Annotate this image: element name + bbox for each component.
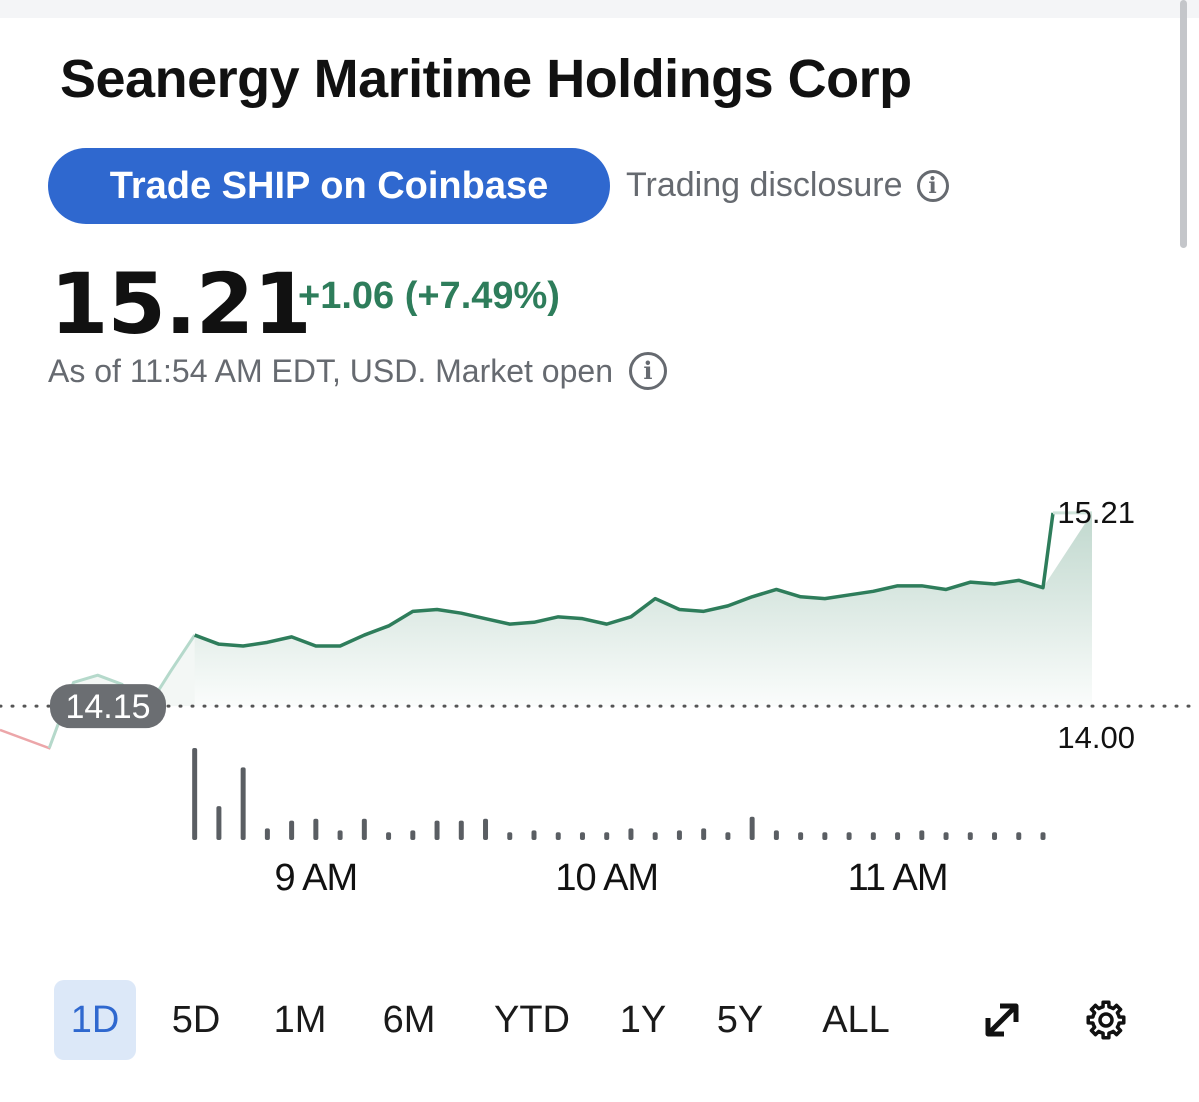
volume-bar bbox=[361, 818, 367, 840]
page-title: Seanergy Maritime Holdings Corp bbox=[60, 49, 912, 109]
volume-bar bbox=[555, 832, 561, 840]
market-status: As of 11:54 AM EDT, USD. Market open i bbox=[48, 352, 667, 390]
previous-close-label: 14.15 bbox=[65, 688, 150, 726]
gear-outline bbox=[1086, 1000, 1126, 1040]
volume-bar bbox=[289, 820, 295, 840]
volume-bar bbox=[992, 832, 998, 840]
info-icon[interactable]: i bbox=[628, 352, 667, 390]
volume-bar bbox=[604, 832, 610, 840]
volume-bar bbox=[337, 830, 343, 840]
volume-bar bbox=[870, 832, 876, 840]
volume-bar bbox=[652, 832, 658, 840]
price-change: +1.06 (+7.49%) bbox=[298, 275, 560, 317]
volume-bar bbox=[895, 832, 901, 840]
expand-icon[interactable] bbox=[980, 998, 1024, 1042]
volume-bar bbox=[943, 832, 949, 840]
volume-bar bbox=[264, 828, 270, 840]
range-ytd-button[interactable]: YTD bbox=[484, 980, 580, 1060]
volume-bar bbox=[1040, 832, 1046, 840]
range-1d-button[interactable]: 1D bbox=[54, 980, 136, 1060]
volume-bar bbox=[216, 806, 222, 840]
volume-bar bbox=[919, 830, 925, 840]
as-of-text: As of 11:54 AM EDT, USD. Market open bbox=[48, 352, 613, 389]
range-all-button[interactable]: ALL bbox=[806, 980, 906, 1060]
volume-bar bbox=[773, 830, 779, 840]
volume-bar bbox=[313, 818, 319, 840]
time-range-selector: 1D 5D 1M 6M YTD 1Y 5Y ALL bbox=[0, 980, 1199, 1060]
volume-bar bbox=[483, 818, 489, 840]
volume-bar bbox=[410, 830, 416, 840]
volume-bar bbox=[458, 820, 464, 840]
trading-disclosure-label: Trading disclosure bbox=[626, 166, 903, 204]
volume-bar bbox=[386, 832, 392, 840]
volume-bar bbox=[822, 832, 828, 840]
gear-icon[interactable] bbox=[1084, 998, 1128, 1042]
volume-bar bbox=[531, 830, 537, 840]
x-tick-label: 10 AM bbox=[555, 857, 658, 899]
range-5y-button[interactable]: 5Y bbox=[702, 980, 778, 1060]
volume-bar bbox=[676, 830, 682, 840]
range-6m-button[interactable]: 6M bbox=[368, 980, 450, 1060]
x-tick-label: 9 AM bbox=[275, 857, 358, 899]
volume-bar bbox=[192, 748, 198, 840]
volume-bar bbox=[628, 828, 634, 840]
volume-bar bbox=[967, 832, 973, 840]
volume-bar bbox=[240, 767, 246, 840]
volume-bar bbox=[1016, 832, 1022, 840]
range-1m-button[interactable]: 1M bbox=[262, 980, 338, 1060]
y-tick-label: 14.00 bbox=[1057, 720, 1135, 755]
volume-bar bbox=[749, 816, 755, 840]
info-icon[interactable]: i bbox=[916, 169, 949, 202]
previous-close-badge bbox=[50, 684, 166, 729]
last-price-label: 15.21 bbox=[1057, 495, 1135, 530]
range-5d-button[interactable]: 5D bbox=[158, 980, 234, 1060]
top-bar bbox=[0, 0, 1199, 18]
current-price: 15.21 bbox=[50, 255, 312, 353]
price-chart[interactable]: 14.15 15.21 14.00 9 AM 10 AM 11 AM bbox=[0, 420, 1199, 900]
trade-on-coinbase-button[interactable]: Trade SHIP on Coinbase bbox=[48, 148, 610, 224]
scrollbar[interactable] bbox=[1180, 0, 1187, 248]
volume-bar bbox=[579, 832, 585, 840]
volume-bar bbox=[798, 832, 804, 840]
trading-disclosure-link[interactable]: Trading disclosure i bbox=[626, 166, 949, 205]
price-line bbox=[194, 512, 1055, 648]
volume-bar bbox=[434, 820, 440, 840]
volume-bar bbox=[507, 832, 513, 840]
x-tick-label: 11 AM bbox=[848, 857, 948, 899]
volume-bar bbox=[701, 828, 707, 840]
volume-bar bbox=[725, 832, 731, 840]
range-1y-button[interactable]: 1Y bbox=[606, 980, 680, 1060]
volume-bar bbox=[846, 832, 852, 840]
